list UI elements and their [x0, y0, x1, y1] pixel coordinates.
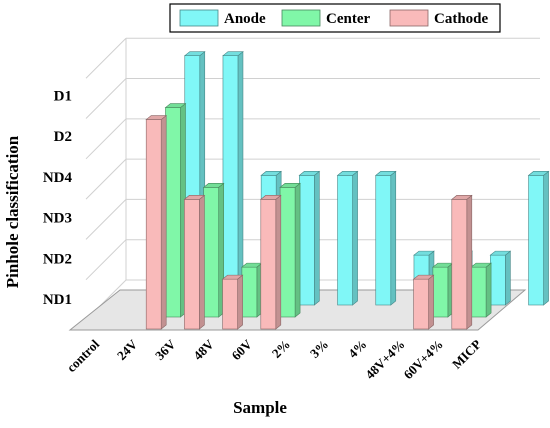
legend-swatch	[389, 9, 429, 27]
legend: Anode Center Cathode	[169, 3, 501, 33]
gridline-side	[85, 199, 127, 240]
x-tick-label: MICP	[449, 336, 484, 371]
x-tick-labels: control 24V 36V 48V 60V 2% 3% 4%48V+4%60V+4% MIC…	[64, 336, 485, 382]
y-tick-label: D1	[54, 89, 72, 105]
bar-anode	[374, 170, 397, 306]
bar-center	[202, 182, 225, 318]
bar-cathode	[145, 114, 168, 330]
legend-swatch	[281, 9, 321, 27]
bar-anode	[222, 51, 244, 306]
x-tick-label: 60V	[228, 336, 255, 363]
y-tick-labels: ND1 ND2 ND3 ND4 D2 D1	[43, 89, 73, 309]
bar-anode	[489, 250, 512, 306]
y-tick-label: ND2	[43, 251, 72, 267]
x-axis-title: Sample	[233, 398, 287, 417]
bar-cathode	[450, 194, 473, 330]
bar-cathode	[259, 194, 282, 330]
y-tick-label: ND4	[43, 170, 73, 186]
gridline-side	[85, 239, 127, 281]
bar-anode	[336, 170, 359, 306]
gridline-side	[85, 158, 127, 200]
y-tick-label: ND1	[43, 292, 72, 308]
x-tick-label: 48V+4%	[362, 337, 407, 382]
bar-anode	[527, 170, 550, 306]
y-axis-title: Pinhole classification	[3, 135, 22, 288]
bar-center	[241, 262, 263, 318]
bar-center	[432, 262, 454, 318]
legend-frame	[169, 3, 501, 33]
legend-label: Center	[326, 11, 370, 27]
bar-center	[279, 182, 301, 318]
bar-cathode	[412, 274, 435, 330]
bar-center	[470, 262, 492, 318]
x-tick-label: 2%	[269, 337, 293, 361]
x-tick-label: 36V	[152, 336, 179, 363]
bars	[145, 51, 550, 330]
bar-anode	[298, 170, 321, 306]
x-tick-label: 24V	[114, 336, 141, 363]
y-tick-label: ND3	[43, 211, 72, 227]
x-tick-label: 48V	[190, 336, 217, 363]
legend-swatch	[179, 9, 219, 27]
bar-cathode	[183, 194, 206, 330]
bar-center	[164, 102, 187, 318]
y-tick-label: D2	[54, 129, 72, 145]
legend-label: Cathode	[434, 11, 489, 27]
bar-cathode	[221, 274, 244, 330]
gridline-side	[85, 78, 127, 119]
legend-label: Anode	[224, 11, 266, 27]
x-tick-label: 60V+4%	[400, 337, 445, 382]
x-tick-label: 3%	[307, 337, 331, 361]
gridline-side	[85, 37, 127, 79]
gridline-side	[85, 118, 127, 160]
x-tick-label: 4%	[345, 337, 369, 361]
x-tick-label: control	[64, 336, 103, 375]
